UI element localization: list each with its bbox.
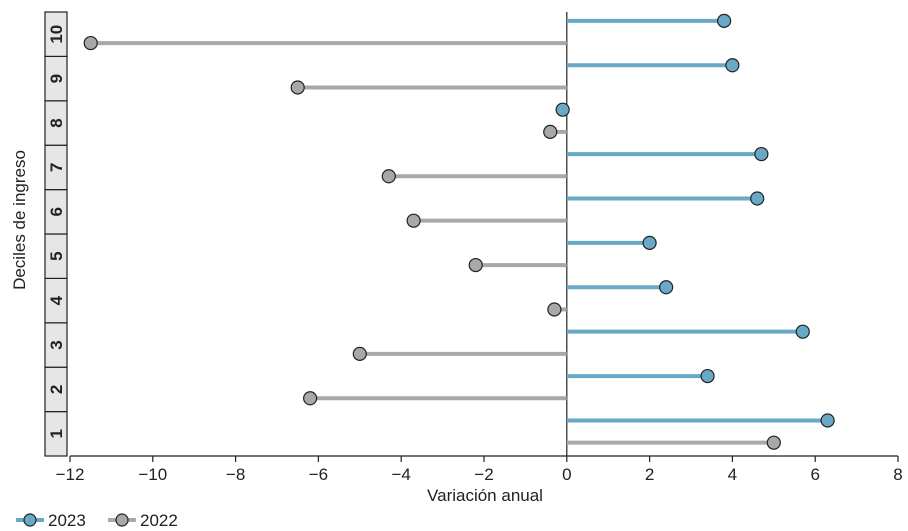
y-tick-label: 8 [47,118,66,127]
x-tick-label: −6 [309,465,328,484]
x-tick-label: −8 [226,465,245,484]
x-tick-label: −4 [392,465,411,484]
lollipop-point-2022 [547,302,562,317]
x-tick-label: 2 [645,465,654,484]
legend-label: 2023 [48,511,86,530]
decile-box [44,11,68,58]
x-tick-label: −10 [138,465,167,484]
lollipop-point-2022 [543,124,558,139]
lollipop-point-2022 [381,169,396,184]
lollipop-point-2023 [725,58,740,73]
lollipop-point-2023 [754,146,769,162]
x-tick-label: −12 [56,465,85,484]
lollipop-point-2023 [659,280,674,295]
x-tick-label: 4 [728,465,737,484]
y-axis-title: Deciles de ingreso [10,150,29,290]
lollipop-point-2022 [766,435,781,450]
lollipop-point-2022 [303,391,318,406]
lollipop-point-2022 [83,35,98,51]
x-axis-title: Variación anual [427,486,543,505]
y-tick-label: 2 [47,385,66,394]
y-tick-label: 5 [47,251,66,260]
y-tick-label: 10 [47,25,66,44]
lollipop-point-2022 [352,346,367,361]
x-tick-label: 0 [562,465,571,484]
y-tick-label: 7 [47,163,66,172]
y-tick-label: 3 [47,340,66,349]
y-tick-label: 6 [47,207,66,216]
lollipop-point-2023 [642,235,657,250]
lollipop-point-2023 [555,102,570,117]
legend: 2023 2022 [16,511,178,530]
lollipop-point-2022 [406,213,421,228]
lollipop-point-2023 [700,368,715,384]
y-tick-label: 1 [47,429,66,438]
x-tick-label: −2 [474,465,493,484]
x-tick-label: 6 [810,465,819,484]
lollipop-point-2023 [750,191,765,206]
lollipop-point-2023 [795,324,810,339]
lollipop-point-2022 [468,257,483,273]
y-tick-label: 4 [47,295,66,305]
plot-area: 1 2 3 4 5 6 7 8 9 10 −12 −10 −8 −6 −4 −2 0 2 4 6 8 [44,11,903,484]
lollipop-point-2022 [290,80,305,95]
legend-label: 2022 [140,511,178,530]
lollipop-point-2023 [820,413,835,428]
lollipop-point-2023 [717,13,732,28]
legend-swatch-marker [115,513,129,527]
y-tick-label: 9 [47,74,66,83]
legend-swatch-marker [23,513,37,527]
x-tick-label: 8 [893,465,902,484]
